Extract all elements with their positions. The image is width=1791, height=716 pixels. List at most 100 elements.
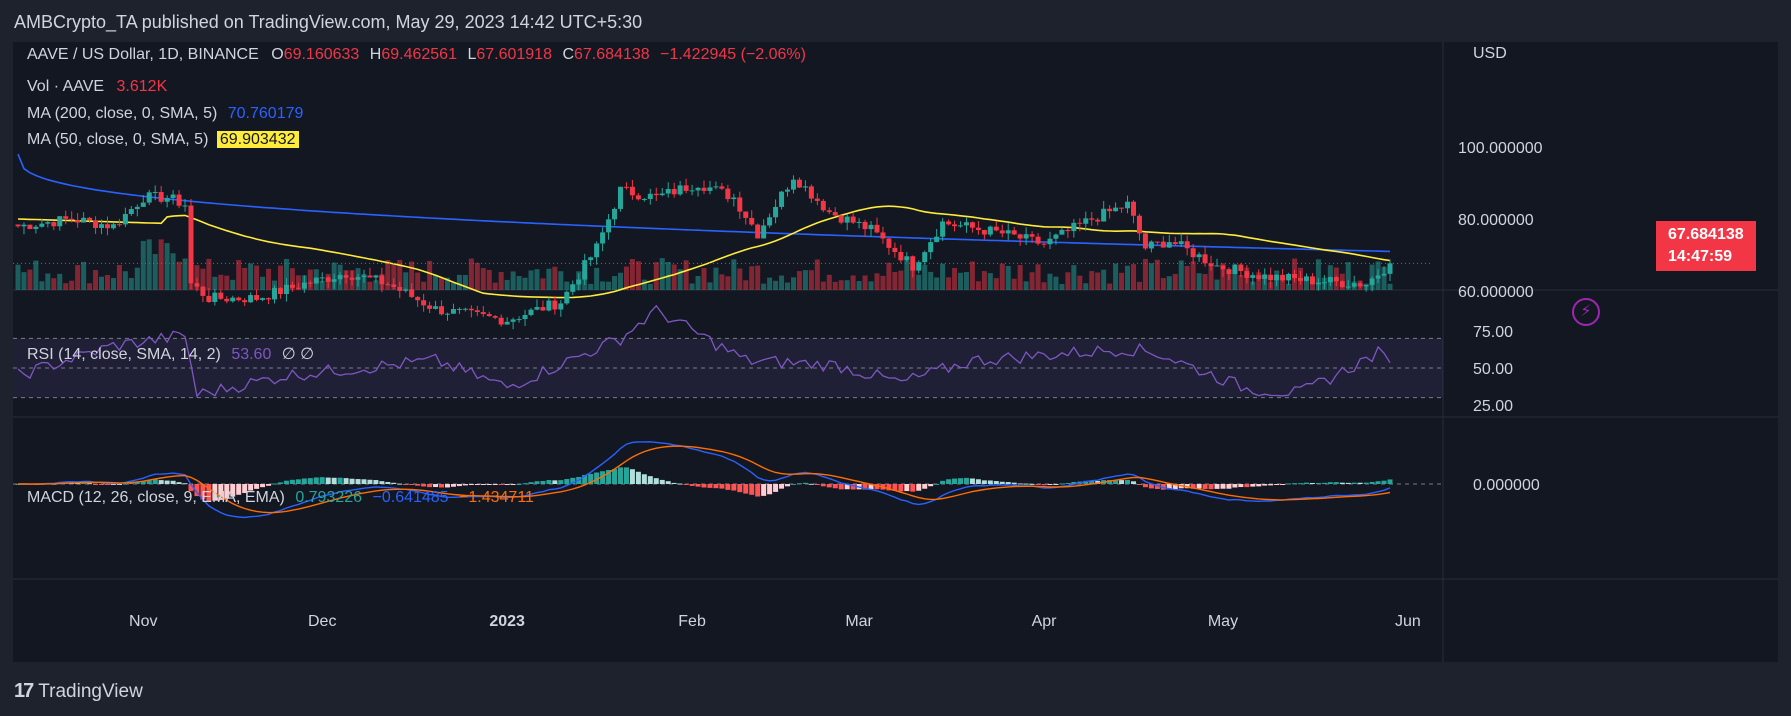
volume-bar xyxy=(832,281,838,290)
volume-bar xyxy=(1023,281,1029,290)
volume-bar xyxy=(779,275,785,290)
macd-histogram-bar xyxy=(1387,479,1393,484)
volume-bar xyxy=(850,275,856,290)
macd-histogram-bar xyxy=(600,471,606,484)
volume-bar xyxy=(1160,278,1166,290)
candle-body xyxy=(558,303,564,310)
macd-histogram-bar xyxy=(808,483,814,485)
rsi-axis-tick: 25.00 xyxy=(1473,398,1513,415)
candle-body xyxy=(75,220,81,223)
volume-bar xyxy=(564,281,570,290)
lightning-icon[interactable]: ⚡ xyxy=(1572,298,1600,326)
candle-body xyxy=(749,217,755,225)
ma50-line xyxy=(17,205,1391,299)
time-axis-label: Feb xyxy=(678,613,706,630)
volume-bar xyxy=(1125,265,1131,290)
volume-bar xyxy=(898,270,904,290)
rsi-label[interactable]: RSI (14, close, SMA, 14, 2) xyxy=(27,346,221,363)
candle-body xyxy=(820,200,826,211)
volume-bar xyxy=(606,281,612,290)
chart-panel[interactable]: USD 100.000000 80.000000 60.000000 75.00 50.0… xyxy=(13,42,1778,662)
candle-body xyxy=(1339,281,1345,288)
candle-body xyxy=(1262,274,1268,279)
macd-histogram-bar xyxy=(635,471,641,484)
candle-body xyxy=(433,306,439,309)
macd-histogram-bar xyxy=(1315,482,1321,484)
candle-body xyxy=(456,308,462,310)
chart-canvas[interactable]: USD 100.000000 80.000000 60.000000 75.00 50.0… xyxy=(13,42,1778,662)
candle-body xyxy=(832,212,838,216)
macd-histogram-bar xyxy=(641,474,647,484)
macd-histogram-bar xyxy=(838,484,844,490)
ma50-label[interactable]: MA (50, close, 0, SMA, 5) xyxy=(27,131,209,148)
macd-histogram-bar xyxy=(570,477,576,484)
candle-body xyxy=(576,279,582,285)
macd-histogram-bar xyxy=(1250,484,1256,487)
volume-bar xyxy=(152,254,158,290)
volume-bar xyxy=(689,283,695,290)
macd-histogram-bar xyxy=(1357,482,1363,484)
candle-body xyxy=(1154,241,1160,243)
volume-label[interactable]: Vol · AAVE xyxy=(27,78,105,95)
candle-body xyxy=(617,186,623,209)
macd-histogram-bar xyxy=(337,477,343,484)
volume-bar xyxy=(1053,276,1059,290)
macd-histogram-bar xyxy=(1238,484,1244,488)
candle-body xyxy=(1214,265,1220,267)
macd-label[interactable]: MACD (12, 26, close, 9, EMA, EMA) xyxy=(27,489,285,506)
volume-bar xyxy=(1017,265,1023,290)
candle-body xyxy=(206,295,212,302)
candle-body xyxy=(1327,277,1333,283)
volume-bar xyxy=(1041,282,1047,290)
macd-histogram-bar xyxy=(904,484,910,492)
volume-bar xyxy=(170,253,176,290)
macd-histogram-bar xyxy=(266,484,272,486)
volume-bar xyxy=(1238,275,1244,290)
macd-histogram-bar xyxy=(1363,482,1369,484)
macd-histogram-bar xyxy=(552,480,558,484)
volume-bar xyxy=(1154,259,1160,290)
macd-histogram-bar xyxy=(248,484,254,491)
candle-body xyxy=(701,187,707,191)
volume-bar xyxy=(57,273,63,290)
macd-signal-value: −1.434711 xyxy=(459,489,534,506)
macd-histogram-bar xyxy=(516,483,522,485)
volume-bar xyxy=(1005,265,1011,290)
candle-body xyxy=(33,226,39,230)
candle-body xyxy=(623,186,629,188)
candle-body xyxy=(1363,284,1369,287)
volume-bar xyxy=(75,265,81,290)
macd-histogram-bar xyxy=(1125,479,1131,484)
macd-histogram-bar xyxy=(128,482,134,484)
candle-body xyxy=(27,224,33,230)
macd-histogram-bar xyxy=(689,484,695,486)
volume-bar xyxy=(671,264,677,290)
volume-bar xyxy=(1142,258,1148,290)
candle-body xyxy=(635,195,641,200)
volume-bar xyxy=(110,277,116,290)
macd-histogram-bar xyxy=(737,484,743,493)
macd-histogram-bar xyxy=(790,483,796,485)
candle-body xyxy=(1083,218,1089,224)
macd-histogram-bar xyxy=(934,483,940,485)
macd-histogram-bar xyxy=(260,484,266,488)
volume-bar xyxy=(761,283,767,290)
macd-histogram-bar xyxy=(75,483,81,485)
candle-body xyxy=(1232,264,1238,275)
candle-body xyxy=(868,224,874,230)
candle-body xyxy=(1113,207,1119,212)
tradingview-logo[interactable]: 17 TradingView xyxy=(14,680,143,703)
candle-body xyxy=(1375,275,1381,279)
volume-bar xyxy=(272,280,278,290)
ma200-label[interactable]: MA (200, close, 0, SMA, 5) xyxy=(27,105,218,122)
macd-histogram-bar xyxy=(719,484,725,489)
candle-body xyxy=(570,284,576,292)
macd-histogram-bar xyxy=(773,484,779,492)
symbol-label[interactable]: AAVE / US Dollar, 1D, BINANCE xyxy=(27,46,259,63)
volume-bar xyxy=(677,269,683,290)
candle-body xyxy=(343,275,349,278)
volume-bar xyxy=(647,283,653,290)
volume-bar xyxy=(1130,264,1136,290)
candle-body xyxy=(1184,241,1190,249)
macd-histogram-bar xyxy=(218,484,224,500)
